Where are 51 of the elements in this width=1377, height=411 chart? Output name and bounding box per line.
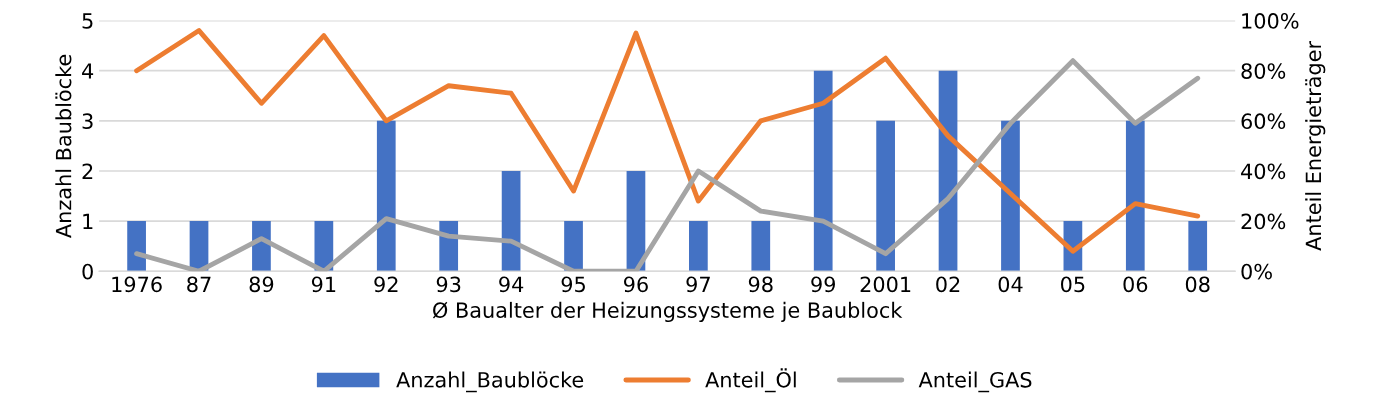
bar — [813, 70, 833, 272]
x-tick-label: 87 — [187, 276, 211, 293]
y2-axis-title: Anteil Energieträger — [1305, 40, 1326, 251]
bar — [1125, 120, 1145, 272]
x-tick-label: 91 — [311, 276, 336, 293]
legend-label: Anteil_Öl — [705, 368, 796, 393]
y2-tick-label: 40% — [1241, 163, 1286, 180]
bar — [439, 221, 459, 272]
line-series — [134, 28, 1201, 254]
x-tick-label: 92 — [374, 276, 398, 293]
bar — [751, 221, 771, 272]
y2-tick-label: 60% — [1241, 113, 1286, 130]
x-tick-label: 1976 — [112, 276, 162, 293]
bar — [1001, 120, 1020, 272]
bar — [876, 120, 895, 272]
x-tick-label: 05 — [1061, 276, 1085, 293]
bar — [376, 120, 396, 272]
y-tick-label: 3 — [82, 113, 93, 130]
x-tick-label: 89 — [249, 276, 274, 293]
x-axis-title: Ø Baualter der Heizungssysteme je Baublock — [432, 301, 903, 323]
x-tick-label: 2001 — [860, 276, 911, 293]
y2-tick-label: 0% — [1241, 263, 1272, 280]
x-tick-label: 97 — [686, 276, 710, 293]
y-tick-label: 2 — [82, 163, 93, 179]
bar — [626, 170, 646, 272]
bar — [501, 170, 521, 272]
legend-label: Anzahl_Baublöcke — [396, 371, 584, 393]
bar — [127, 221, 146, 272]
x-tick-label: 04 — [998, 276, 1023, 293]
y-axis-title: Anzahl Baublöcke — [55, 54, 72, 238]
bar — [564, 221, 583, 272]
y-tick-label: 1 — [83, 213, 93, 230]
y-tick-label: 0 — [82, 263, 93, 280]
legend-label: Anteil_GAS — [918, 371, 1032, 393]
y2-tick-label: 100% — [1242, 13, 1299, 29]
y2-tick-label: 20% — [1241, 213, 1286, 230]
x-tick-label: 98 — [748, 276, 773, 293]
y-tick-label: 5 — [82, 13, 93, 29]
y2-tick-label: 80% — [1241, 63, 1286, 79]
x-tick-label: 93 — [436, 276, 461, 293]
x-tick-label: 02 — [936, 276, 960, 293]
line-series — [134, 58, 1201, 272]
bar — [689, 221, 708, 272]
x-tick-label: 95 — [561, 276, 585, 293]
bar — [1188, 221, 1208, 272]
x-tick-label: 06 — [1123, 276, 1148, 293]
x-tick-label: 94 — [499, 276, 524, 293]
y-tick-label: 4 — [82, 63, 94, 79]
x-tick-label: 99 — [811, 276, 835, 293]
x-tick-label: 08 — [1185, 276, 1210, 293]
x-tick-label: 96 — [624, 276, 648, 293]
